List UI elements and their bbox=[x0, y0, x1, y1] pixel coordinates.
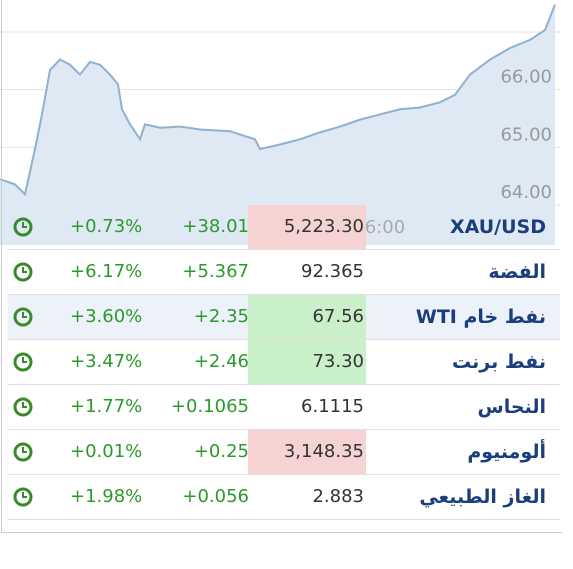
quote-row[interactable]: +0.73% +38.01 5,223.30 XAU/USD bbox=[8, 205, 560, 250]
price-text: 67.56 bbox=[248, 295, 366, 339]
price-text: 2.883 bbox=[312, 486, 364, 507]
name-text: النحاس bbox=[477, 396, 546, 418]
y-tick-label: 66.00 bbox=[500, 67, 552, 88]
chg-text: +5.367 bbox=[182, 261, 249, 282]
pct-text: +6.17% bbox=[70, 261, 143, 282]
clock-icon[interactable] bbox=[12, 396, 34, 418]
name-text: ألومنيوم bbox=[467, 441, 546, 463]
name-text: نفط خام WTI bbox=[415, 306, 546, 328]
x-tick-label: 6:00 bbox=[365, 217, 405, 238]
name-text: نفط برنت bbox=[452, 351, 546, 373]
price-text: 73.30 bbox=[248, 340, 366, 384]
price-text: 5,223.30 bbox=[248, 205, 366, 249]
pct-text: +3.60% bbox=[70, 306, 143, 327]
pct-text: +1.98% bbox=[70, 486, 143, 507]
pct-text: +0.01% bbox=[70, 441, 143, 462]
chg-text: +38.01 bbox=[182, 216, 249, 237]
chg-text: +2.46 bbox=[193, 351, 249, 372]
pct-text: +0.73% bbox=[70, 216, 143, 237]
clock-icon[interactable] bbox=[12, 351, 34, 373]
y-tick-label: 65.00 bbox=[500, 124, 552, 145]
pct-text: +3.47% bbox=[70, 351, 143, 372]
price-text: 6.1115 bbox=[301, 396, 364, 417]
chg-text: +0.25 bbox=[193, 441, 249, 462]
quote-row[interactable]: +3.60% +2.35 67.56 نفط خام WTI bbox=[8, 295, 560, 340]
quote-row[interactable]: +1.77% +0.1065 6.1115 النحاس bbox=[8, 385, 560, 430]
name-text: XAU/USD bbox=[449, 216, 546, 238]
quote-table: +0.73% +38.01 5,223.30 XAU/USD +6.17% +5.367 9… bbox=[8, 205, 560, 520]
price-line bbox=[0, 4, 556, 197]
clock-icon[interactable] bbox=[12, 261, 34, 283]
chart: 64.00 65.00 66.00 6:00 bbox=[0, 4, 560, 245]
quote-row[interactable]: +1.98% +0.056 2.883 الغاز الطبيعي bbox=[8, 475, 560, 520]
name-text: الفضة bbox=[488, 261, 546, 283]
chg-text: +0.1065 bbox=[170, 396, 249, 417]
price-text: 92.365 bbox=[301, 261, 364, 282]
quote-row[interactable]: +3.47% +2.46 73.30 نفط برنت bbox=[8, 340, 560, 385]
clock-icon[interactable] bbox=[12, 306, 34, 328]
area-fill bbox=[0, 4, 555, 245]
price-text: 3,148.35 bbox=[248, 430, 366, 474]
name-text: الغاز الطبيعي bbox=[419, 486, 546, 508]
chg-text: +2.35 bbox=[193, 306, 249, 327]
clock-icon[interactable] bbox=[12, 486, 34, 508]
clock-icon[interactable] bbox=[12, 216, 34, 238]
clock-icon[interactable] bbox=[12, 441, 34, 463]
quote-row[interactable]: +0.01% +0.25 3,148.35 ألومنيوم bbox=[8, 430, 560, 475]
quote-row[interactable]: +6.17% +5.367 92.365 الفضة bbox=[8, 250, 560, 295]
y-tick-label: 64.00 bbox=[500, 182, 552, 203]
pct-text: +1.77% bbox=[70, 396, 143, 417]
chg-text: +0.056 bbox=[182, 486, 249, 507]
